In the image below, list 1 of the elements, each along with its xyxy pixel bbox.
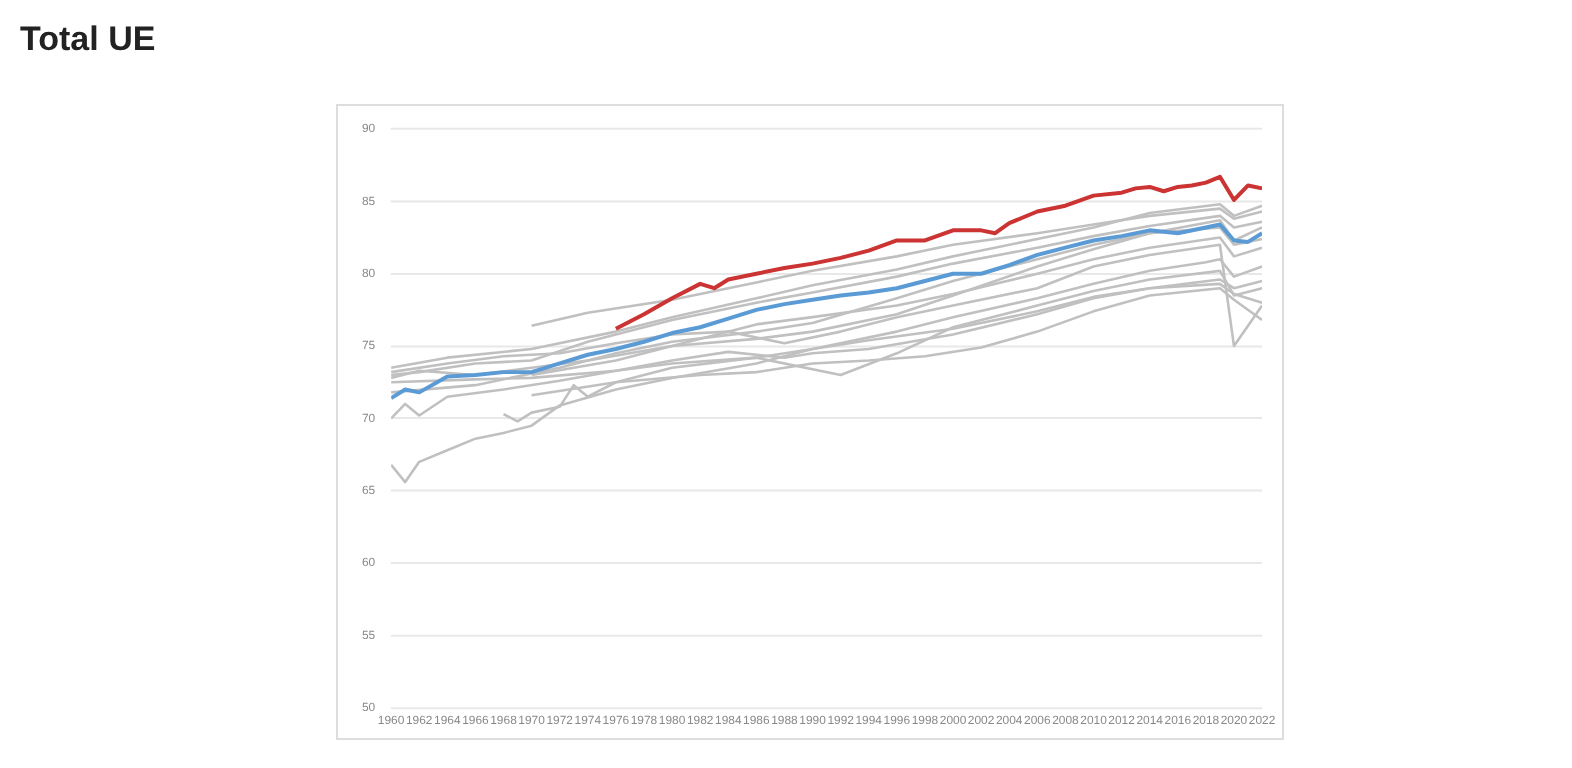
- text: Total UE: [20, 20, 156, 60]
